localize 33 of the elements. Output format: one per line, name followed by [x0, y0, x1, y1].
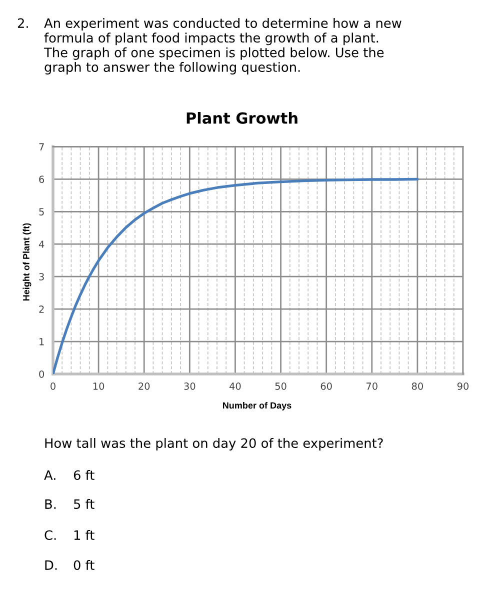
text: How tall was the plant on day 20 of the experiment?: [45, 438, 383, 450]
x-tick-label: 30: [184, 382, 196, 390]
x-tick-label: 10: [93, 382, 104, 390]
y-tick-label: 5: [39, 208, 44, 216]
text: 6 ft: [74, 470, 94, 480]
y-tick-label: 6: [39, 176, 44, 184]
text: An experiment was conducted to determine how a new formula of plant food impacts the growth of a plant. The graph of one specimen is plotted below. Use the graph to answer the following question.: [44, 18, 402, 74]
y-tick-label: 1: [40, 338, 44, 346]
y-tick-label: 0: [39, 370, 44, 378]
x-tick-label: 40: [230, 382, 241, 390]
x-tick-label: 80: [412, 382, 423, 390]
y-tick-label: 4: [38, 240, 44, 248]
y-tick-label: 2: [39, 306, 44, 313]
y-tick-label: 3: [39, 273, 44, 280]
text: 0 ft: [74, 560, 94, 570]
x-tick-label: 0: [50, 382, 56, 390]
text: 2.: [18, 18, 28, 28]
text: B.: [45, 499, 56, 509]
x-tick-label: 60: [320, 382, 332, 390]
text: 5 ft: [74, 499, 94, 509]
line-series: [53, 178, 419, 374]
x-tick-label: 20: [138, 382, 150, 390]
y-tick-label: 7: [39, 143, 44, 150]
x-axis-title: Number of Days: [222, 402, 292, 410]
text: 1 ft: [74, 530, 94, 540]
x-tick-label: 90: [457, 382, 469, 390]
x-tick-label: 70: [366, 382, 378, 390]
y-axis-title: Height of Plant (ft): [22, 223, 32, 301]
x-tick-label: 50: [275, 382, 286, 390]
text: D.: [45, 560, 57, 570]
text: C.: [44, 530, 56, 540]
chart-title: Plant Growth: [186, 112, 298, 124]
text: A.: [44, 470, 56, 480]
